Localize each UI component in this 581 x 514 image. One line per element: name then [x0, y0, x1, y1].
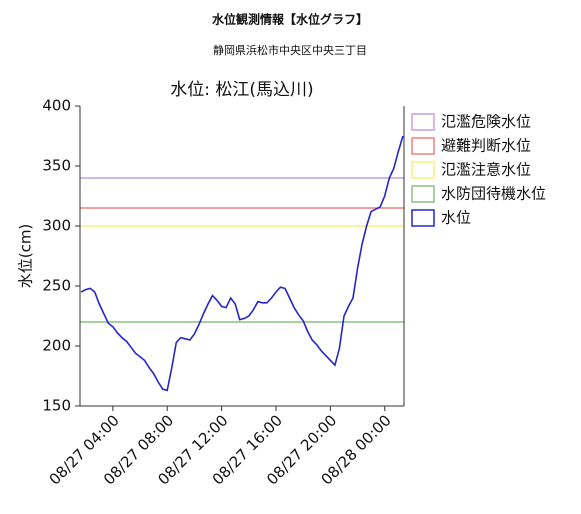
y-tick-label: 200	[42, 337, 71, 355]
legend-swatch	[411, 161, 435, 179]
y-tick-label: 400	[42, 97, 71, 115]
data-line	[80, 135, 404, 392]
location: 静岡県浜松市中央区中央三丁目	[213, 43, 367, 57]
legend-label: 水位	[441, 209, 471, 227]
legend-swatch	[411, 113, 435, 131]
legend-label: 水防団待機水位	[441, 185, 546, 203]
legend-label: 氾濫危険水位	[441, 113, 531, 131]
y-tick-label: 150	[42, 397, 71, 415]
y-tick-label: 350	[42, 157, 71, 175]
legend-swatch	[411, 137, 435, 155]
page-title: 水位観測情報【水位グラフ】	[212, 12, 368, 27]
legend-label: 避難判断水位	[441, 137, 531, 155]
legend-swatch	[411, 185, 435, 203]
legend-label: 氾濫注意水位	[441, 161, 531, 179]
y-tick-label: 300	[42, 217, 71, 235]
legend-swatch	[411, 209, 435, 227]
y-tick-label: 250	[42, 277, 71, 295]
y-axis-label: 水位(cm)	[17, 224, 35, 289]
chart-title: 水位: 松江(馬込川)	[170, 80, 313, 100]
